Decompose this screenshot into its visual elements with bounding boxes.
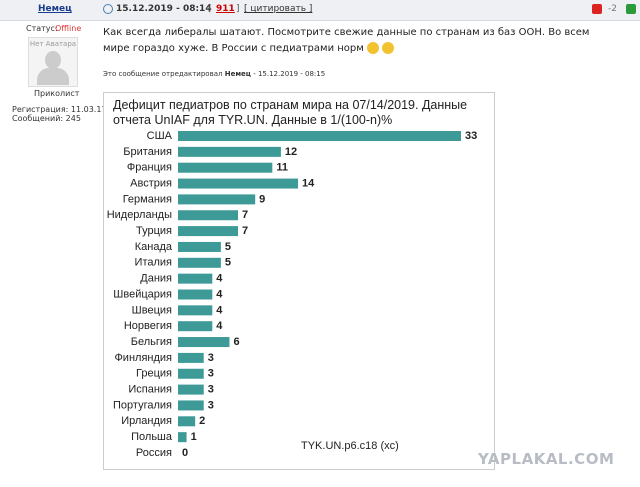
value-label: 9 [259,193,265,205]
value-label: 3 [208,368,214,380]
chart-title: Дефицит педиатров по странам мира на 07/… [113,98,468,127]
bar [178,131,461,141]
category-label: Турция [136,225,172,237]
post-text: Как всегда либералы шатают. Посмотрите с… [103,25,618,57]
category-label: Британия [123,146,172,158]
bar [178,368,204,379]
chart-image: Дефицит педиатров по странам мира на 07/… [103,92,495,470]
category-label: Норвегия [124,320,172,332]
category-label: Греция [136,368,172,380]
value-label: 2 [199,415,205,427]
edit-date: - 15.12.2019 - 08:15 [253,70,326,78]
watermark: YAPLAKAL.COM [478,450,615,468]
category-label: Швеция [132,304,172,316]
value-label: 12 [285,146,297,158]
bar [178,432,187,443]
score: -2 [608,4,617,14]
category-label: Нидерланды [107,209,172,221]
value-label: 33 [465,130,477,142]
quote-link[interactable]: [ цитировать ] [244,4,313,14]
value-label: 11 [276,162,288,174]
messages: Сообщений: 245 [12,114,81,123]
edit-prefix: Это сообщение отредактировал [103,70,223,78]
category-label: Португалия [113,399,172,411]
author[interactable]: Немец [38,4,72,14]
edit-author: Немец [224,70,251,78]
bar [178,226,239,237]
anchor-icon[interactable] [103,4,113,14]
category-label: Польша [131,431,173,443]
category-label: Италия [135,257,173,269]
minus-button[interactable] [592,4,602,14]
category-label: Финляндия [114,352,172,364]
category-label: Ирландия [121,415,172,427]
value-label: 6 [233,336,239,348]
post-body: Как всегда либералы шатают. Посмотрите с… [103,27,590,54]
avatar: Нет Аватара [28,37,78,87]
bracket: [ [208,4,212,14]
status-label: Статус: [26,24,58,33]
value-label: 4 [216,304,223,316]
category-label: Швейцария [113,288,172,300]
bar [178,241,221,252]
value-label: 3 [208,352,214,364]
category-label: Испания [128,384,172,396]
category-label: Франция [127,162,172,174]
rating[interactable]: 911 [216,4,235,14]
bar [178,146,281,157]
value-label: 5 [225,241,231,253]
post-header [0,0,640,21]
bar [178,416,196,427]
category-label: США [147,130,173,142]
bar [178,162,273,173]
annotation: TYK.UN.p6.c18 (xc) [301,440,399,452]
plus-button[interactable] [626,4,636,14]
bar [178,273,213,284]
value-label: 1 [191,431,197,443]
registration: Регистрация: 11.03.17 [12,105,107,114]
category-label: Россия [136,447,172,459]
value-label: 4 [216,273,223,285]
value-label: 7 [242,209,248,221]
bar [178,257,221,268]
bar [178,178,299,189]
category-label: Австрия [130,177,172,189]
bar [178,352,204,363]
value-label: 3 [208,384,214,396]
value-label: 4 [216,288,223,300]
category-label: Бельгия [131,336,172,348]
bar [178,337,230,348]
post-date: 15.12.2019 - 08:14 [116,4,212,14]
bar [178,305,213,316]
avatar-text: Нет Аватара [29,40,77,48]
bar [178,321,213,332]
bar [178,210,239,221]
category-label: Дания [140,273,172,285]
category-label: Канада [135,241,173,253]
value-label: 4 [216,320,223,332]
status: Offline [55,24,82,33]
edit-note: Это сообщение отредактировал Немец - 15.… [103,70,325,78]
value-label: 0 [182,447,188,459]
bar [178,289,213,300]
value-label: 3 [208,399,214,411]
bar [178,194,256,205]
value-label: 5 [225,257,231,269]
value-label: 7 [242,225,248,237]
user-rank: Приколист [34,89,80,98]
value-label: 14 [302,177,315,189]
bar [178,400,204,411]
bracket: ] [236,4,240,14]
bar [178,384,204,395]
category-label: Германия [123,193,172,205]
